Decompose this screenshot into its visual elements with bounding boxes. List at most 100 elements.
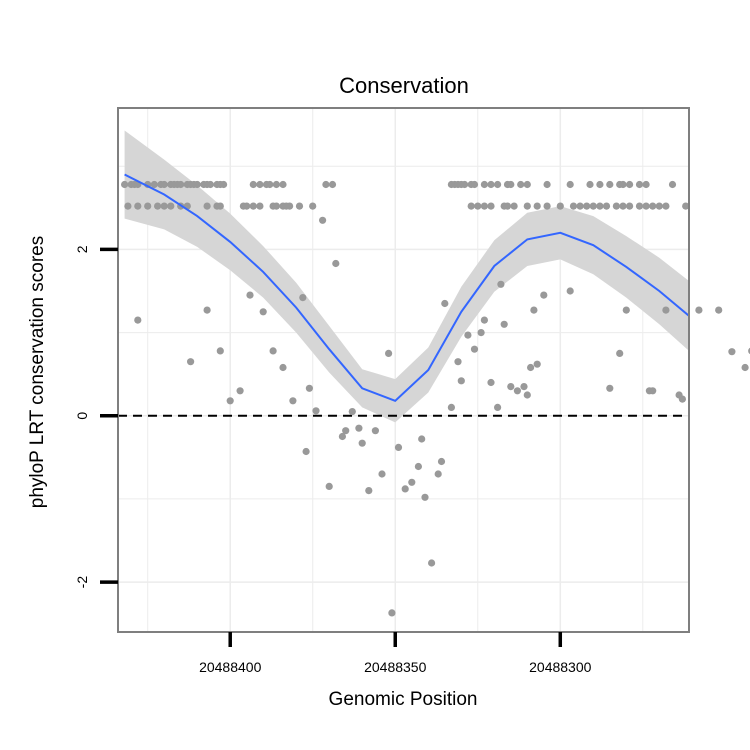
data-point-44: [543, 180, 551, 189]
data-point-161: [606, 384, 614, 392]
data-point-116: [305, 384, 313, 392]
data-point-71: [272, 202, 280, 210]
data-point-18: [206, 180, 214, 189]
data-point-88: [569, 202, 578, 210]
data-point-111: [269, 347, 277, 355]
data-point-69: [256, 202, 264, 210]
data-point-99: [649, 202, 657, 210]
data-point-93: [602, 202, 611, 210]
data-point-108: [236, 387, 244, 395]
data-point-109: [246, 291, 254, 299]
data-point-48: [606, 180, 614, 189]
data-point-55: [124, 202, 132, 210]
data-point-118: [319, 216, 327, 224]
data-point-53: [642, 180, 650, 189]
data-point-141: [447, 403, 455, 411]
data-point-96: [626, 202, 634, 210]
data-point-86: [543, 202, 551, 210]
data-point-85: [533, 202, 541, 210]
data-point-42: [517, 180, 525, 189]
data-point-127: [371, 427, 379, 435]
data-point-92: [596, 202, 604, 210]
data-point-171: [728, 348, 736, 356]
data-point-153: [513, 387, 522, 395]
data-point-5: [150, 180, 158, 189]
data-point-124: [355, 424, 363, 432]
data-point-102: [682, 202, 690, 210]
y-axis-label: phyloP LRT conservation scores: [27, 236, 48, 509]
data-point-163: [622, 306, 630, 314]
data-point-89: [576, 202, 584, 210]
data-point-41: [507, 180, 515, 189]
data-point-50: [619, 180, 627, 189]
data-point-162: [616, 349, 624, 357]
panel-border: [117, 107, 690, 633]
data-point-52: [635, 180, 644, 189]
data-point-140: [441, 299, 449, 308]
data-point-114: [299, 294, 307, 302]
data-point-149: [494, 403, 502, 411]
data-point-101: [662, 202, 670, 210]
data-point-136: [421, 493, 429, 501]
data-point-138: [434, 470, 442, 478]
data-point-74: [286, 202, 294, 210]
data-point-23: [256, 180, 264, 189]
y-tick-label-0: -2: [74, 576, 90, 589]
data-point-75: [295, 202, 304, 210]
data-point-152: [507, 383, 515, 391]
x-axis: 20488400 20488350 20488300: [199, 632, 592, 675]
data-point-134: [414, 462, 422, 471]
data-point-25: [266, 180, 274, 189]
data-point-122: [342, 427, 350, 435]
data-point-104: [187, 358, 195, 366]
data-point-97: [635, 202, 644, 210]
data-point-78: [474, 202, 482, 210]
x-tick-label-1: 20488350: [364, 659, 427, 675]
data-point-143: [457, 377, 465, 385]
data-point-115: [302, 447, 310, 456]
data-point-46: [586, 180, 594, 189]
plot-panel: [118, 108, 689, 632]
chart-title: Conservation: [339, 73, 469, 98]
data-point-63: [203, 202, 211, 210]
data-point-156: [527, 363, 535, 372]
data-point-57: [144, 202, 152, 210]
x-tick-label-0: 20488400: [199, 659, 262, 675]
data-point-22: [249, 180, 257, 189]
data-point-60: [167, 202, 175, 210]
data-point-120: [332, 259, 340, 268]
data-point-137: [428, 559, 436, 567]
data-point-168: [678, 395, 687, 403]
data-point-147: [480, 316, 488, 324]
data-point-94: [612, 202, 621, 210]
data-point-34: [461, 180, 469, 189]
y-tick-label-2: 2: [74, 245, 90, 253]
smooth-trend-line: [124, 173, 690, 402]
data-point-155: [523, 391, 531, 399]
data-point-150: [497, 280, 505, 288]
data-point-7: [160, 180, 168, 189]
data-point-158: [533, 360, 541, 368]
data-point-68: [249, 202, 257, 210]
data-point-82: [503, 202, 512, 210]
data-point-146: [477, 329, 485, 337]
data-point-29: [328, 180, 337, 189]
data-point-170: [715, 306, 723, 314]
data-point-105: [203, 306, 211, 314]
data-point-15: [193, 180, 201, 189]
data-point-79: [480, 202, 488, 210]
data-point-76: [309, 202, 317, 210]
data-point-54: [668, 180, 677, 189]
data-point-139: [437, 457, 446, 466]
data-point-132: [401, 485, 409, 493]
data-point-125: [358, 439, 366, 447]
data-point-56: [134, 202, 142, 210]
data-point-154: [520, 383, 528, 391]
data-point-28: [322, 180, 330, 189]
data-point-59: [160, 202, 168, 210]
data-point-107: [226, 397, 234, 405]
data-point-38: [487, 180, 495, 189]
data-point-165: [649, 387, 657, 395]
data-point-131: [394, 443, 403, 451]
